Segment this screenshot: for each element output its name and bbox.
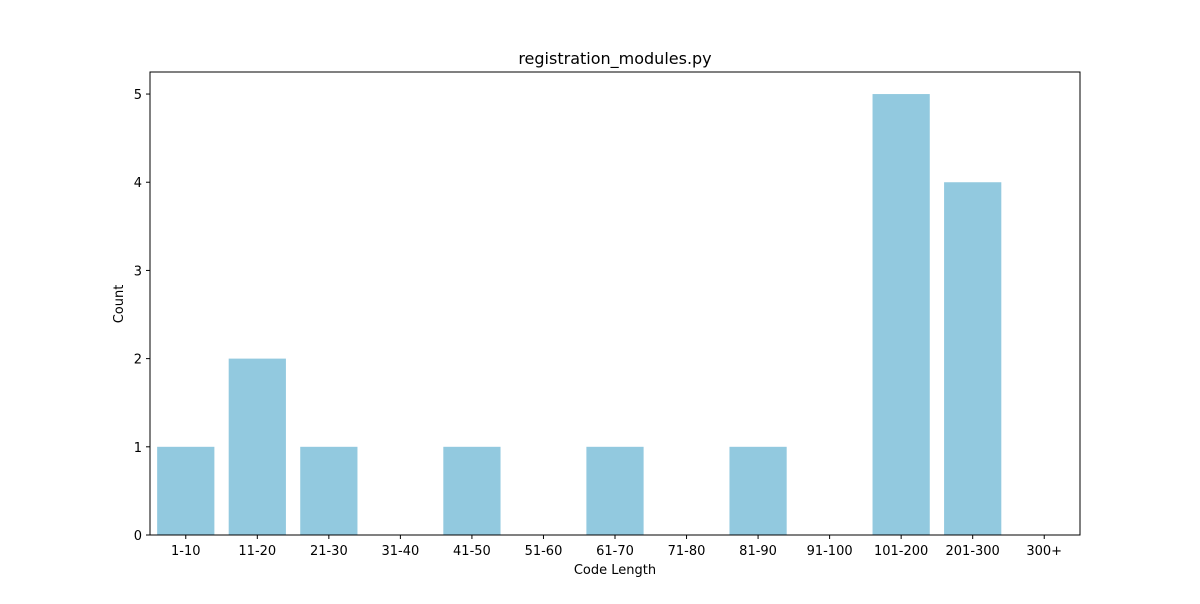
x-tick-label: 21-30 [310,544,348,559]
bar-81-90 [729,446,787,535]
y-tick-label: 2 [134,353,142,368]
y-tick-label: 4 [134,176,142,191]
x-tick-label: 51-60 [525,544,563,559]
bar-41-50 [443,446,501,535]
y-tick-label: 1 [134,441,142,456]
x-axis-ticks: 1-10 11-20 21-30 31-40 41-50 51-60 61-70 71-80 8… [171,535,1062,559]
bar-21-30 [300,446,358,535]
x-tick-label: 91-100 [807,544,853,559]
bars-group [157,94,1002,536]
y-axis-ticks: 0 1 2 3 4 5 [134,88,150,544]
bar-11-20 [228,358,286,535]
y-tick-label: 5 [134,88,142,103]
x-tick-label: 31-40 [381,544,419,559]
plot-area-frame [149,71,1081,536]
y-tick-label: 0 [134,529,142,544]
x-tick-label: 41-50 [453,544,491,559]
x-axis-label: Code Length [574,563,656,578]
chart-title: registration_modules.py [518,49,711,69]
bar-101-200 [872,94,930,536]
y-tick-label: 3 [134,264,142,279]
x-tick-label: 300+ [1026,544,1062,559]
bar-61-70 [586,446,644,535]
x-tick-label: 1-10 [171,544,201,559]
bar-1-10 [157,446,215,535]
bar-201-300 [944,182,1002,536]
x-tick-label: 81-90 [739,544,777,559]
x-tick-label: 101-200 [874,544,928,559]
x-tick-label: 11-20 [238,544,276,559]
y-axis-label: Count [112,285,127,324]
x-tick-label: 201-300 [946,544,1000,559]
x-tick-label: 71-80 [668,544,706,559]
x-tick-label: 61-70 [596,544,634,559]
